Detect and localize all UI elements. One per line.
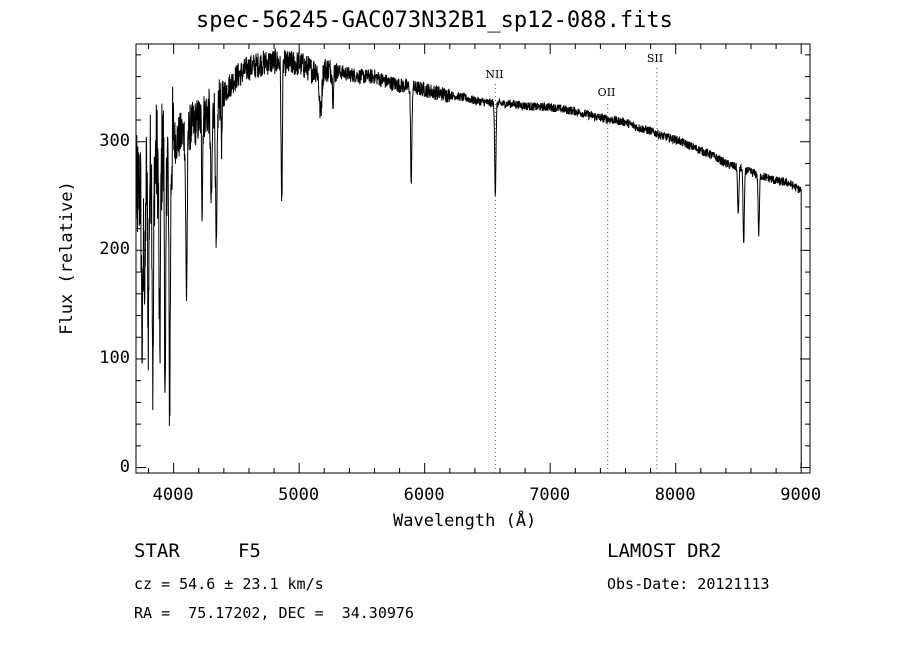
coordinates-text: RA = 75.17202, DEC = 34.30976: [134, 604, 414, 622]
plot-frame: [135, 43, 811, 474]
line-markers: [494, 68, 658, 473]
spectrum-line: [135, 48, 802, 468]
line-marker-label-sii: SII: [646, 52, 664, 65]
chart-title: spec-56245-GAC073N32B1_sp12-088.fits: [196, 8, 673, 33]
obs-date-text: Obs-Date: 20121113: [607, 575, 770, 593]
line-marker-label-nii: NII: [485, 68, 504, 81]
spectral-subclass: F5: [238, 540, 261, 562]
axis-ticks: [136, 44, 810, 473]
line-marker-label-oii: OII: [597, 86, 616, 99]
object-type: STAR: [134, 540, 180, 562]
x-tick-label: 4000: [152, 485, 194, 505]
x-tick-label: 9000: [780, 485, 822, 505]
x-axis-label: Wavelength (Å): [393, 511, 537, 531]
x-tick-label: 7000: [529, 485, 571, 505]
y-axis-label: Flux (relative): [57, 181, 77, 335]
survey-release: LAMOST DR2: [607, 540, 722, 562]
x-tick-label: 8000: [654, 485, 696, 505]
x-tick-label: 6000: [403, 485, 445, 505]
redshift-text: cz = 54.6 ± 23.1 km/s: [134, 575, 324, 593]
y-tick-label: 0: [119, 456, 130, 477]
y-tick-label: 100: [99, 347, 130, 368]
x-tick-label: 5000: [278, 485, 320, 505]
y-tick-label: 300: [99, 130, 130, 151]
y-tick-label: 200: [99, 239, 130, 260]
